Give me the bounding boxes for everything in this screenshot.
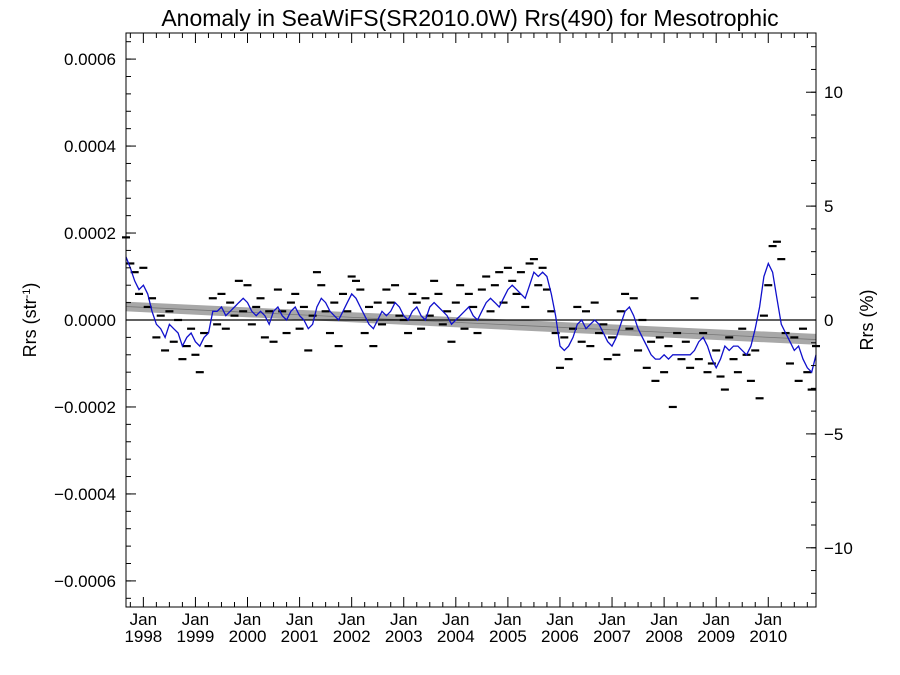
anomaly-line-layer [125,256,817,374]
y2-tick-label: −5 [824,425,843,444]
x-tick-year-label: 2006 [541,627,579,646]
x-tick-year-label: 1998 [124,627,162,646]
x-tick-month-label: Jan [390,610,417,629]
y-axis-label: Rrs (str-1) [20,283,40,358]
y-tick-label: −0.0006 [54,572,116,591]
x-tick-month-label: Jan [546,610,573,629]
x-tick-month-label: Jan [494,610,521,629]
x-tick-year-label: 2004 [437,627,475,646]
chart-title: Anomaly in SeaWiFS(SR2010.0W) Rrs(490) f… [161,5,778,31]
x-tick-year-label: 2001 [281,627,319,646]
x-tick-month-label: Jan [130,610,157,629]
x-tick-month-label: Jan [650,610,677,629]
x-tick-month-label: Jan [442,610,469,629]
y-axis-left: 0.0006 0.0004 0.0002 0.0000 −0.0002 −0.0004 −0… [54,41,136,599]
y-tick-label: 0.0006 [64,50,116,69]
x-tick-month-label: Jan [182,610,209,629]
x-tick-year-label: 2009 [697,627,735,646]
y-tick-label: 0.0002 [64,224,116,243]
x-axis: Jan1998Jan1999Jan2000Jan2001Jan2002Jan20… [124,33,808,646]
x-tick-month-label: Jan [234,610,261,629]
y2-tick-label: 10 [824,83,843,102]
x-tick-year-label: 2005 [489,627,527,646]
y2-tick-label: −10 [824,539,853,558]
y-axis-right: 10 5 0 −5 −10 [806,46,853,594]
x-tick-year-label: 2010 [749,627,787,646]
x-tick-month-label: Jan [338,610,365,629]
x-tick-year-label: 2000 [229,627,267,646]
x-tick-month-label: Jan [598,610,625,629]
x-tick-year-label: 2007 [593,627,631,646]
data-points-layer [122,236,820,409]
y-tick-label: 0.0000 [64,311,116,330]
x-tick-year-label: 2003 [385,627,423,646]
y-tick-label: −0.0002 [54,398,116,417]
x-tick-month-label: Jan [286,610,313,629]
y-tick-label: 0.0004 [64,137,116,156]
trend-band-layer [125,301,817,345]
y-tick-label: −0.0004 [54,485,116,504]
x-tick-year-label: 2002 [333,627,371,646]
y2-tick-label: 0 [824,311,833,330]
y2-axis-label: Rrs (%) [857,290,877,351]
x-tick-year-label: 2008 [645,627,683,646]
x-tick-year-label: 1999 [177,627,215,646]
x-tick-month-label: Jan [755,610,782,629]
y2-tick-label: 5 [824,197,833,216]
anomaly-series-line [125,256,817,374]
x-tick-month-label: Jan [702,610,729,629]
